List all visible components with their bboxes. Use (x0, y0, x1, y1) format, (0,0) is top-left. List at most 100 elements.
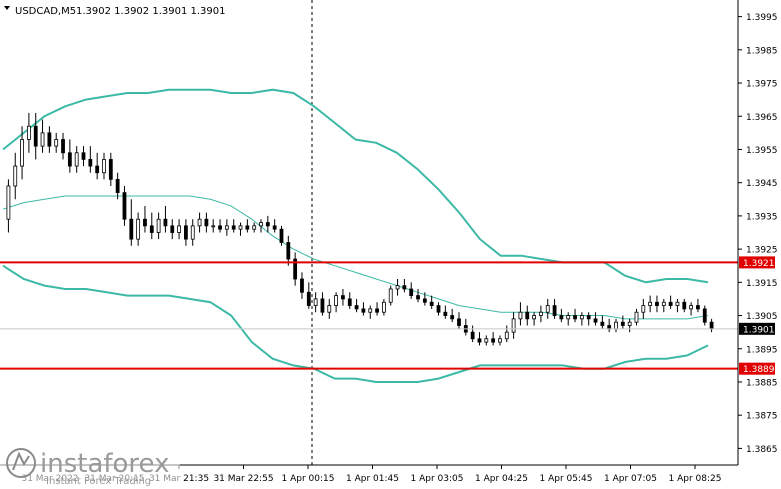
x-tick-label: 1 Apr 08:25 (669, 474, 722, 484)
candle (286, 235, 291, 266)
candle (26, 112, 31, 153)
candle (395, 279, 400, 296)
x-tick-label: 1 Apr 01:45 (346, 474, 399, 484)
candle (306, 282, 311, 309)
bollinger-middle-line (2, 195, 709, 320)
candle (67, 139, 72, 173)
candle (614, 318, 618, 333)
candle (88, 146, 93, 173)
candlesticks (6, 112, 714, 346)
y-tick-label: 1.3965 (746, 113, 778, 123)
candle (20, 126, 24, 180)
candle (320, 292, 325, 316)
candle (95, 152, 100, 180)
candle (607, 318, 612, 333)
candle (600, 315, 605, 329)
candle (443, 305, 448, 319)
candle (231, 219, 236, 233)
candle (61, 132, 65, 160)
candle (388, 285, 393, 306)
current-price-badge (739, 322, 775, 335)
candle (648, 295, 653, 313)
y-tick-label: 1.3905 (746, 312, 778, 322)
candle (518, 302, 523, 326)
candle (115, 172, 120, 200)
candle (327, 298, 332, 319)
dropdown-triangle-icon (4, 6, 10, 10)
candle (341, 288, 345, 306)
candle (190, 219, 195, 246)
level-price-label: 1.3889 (743, 365, 775, 375)
candle (143, 205, 147, 233)
level-price-badge (739, 256, 775, 269)
candle (552, 298, 557, 319)
candle (211, 219, 216, 233)
y-tick-label: 1.3895 (746, 345, 778, 355)
candle (354, 298, 359, 313)
candle (368, 305, 373, 319)
candle (129, 199, 134, 246)
candle (463, 318, 468, 336)
candle (702, 305, 707, 326)
candle (429, 295, 434, 309)
candle (696, 298, 700, 313)
candle (238, 222, 243, 236)
level-price-badge (739, 362, 775, 375)
level-price-label: 1.3921 (743, 259, 775, 269)
candle (122, 186, 127, 226)
candle (593, 312, 598, 326)
candle (532, 312, 536, 326)
candle (170, 219, 175, 240)
candle (375, 302, 379, 316)
y-tick-label: 1.3945 (746, 179, 778, 189)
x-tick-label: 1 Apr 03:05 (411, 474, 464, 484)
candle (177, 219, 181, 240)
x-tick-label: 1 Apr 07:05 (604, 474, 657, 484)
candle (108, 152, 113, 186)
candle (422, 292, 427, 306)
x-tick-label: 1 Apr 05:45 (540, 474, 593, 484)
candle (136, 212, 141, 246)
candle (74, 146, 79, 173)
candle (300, 272, 304, 299)
candle (457, 312, 461, 329)
symbol-label: USDCAD,M5 (15, 6, 76, 17)
candle (491, 332, 496, 346)
candle (511, 312, 516, 339)
y-tick-label: 1.3975 (746, 80, 778, 90)
candle (156, 212, 161, 240)
candle (470, 325, 475, 343)
candle (539, 305, 543, 323)
candle (13, 152, 18, 200)
candle (81, 146, 86, 167)
support-resistance-levels: 1.3921 1.3889 1.3901 (0, 256, 775, 375)
candle (54, 132, 59, 153)
candle (668, 295, 673, 309)
y-tick-label: 1.3915 (746, 279, 778, 289)
candle (436, 302, 441, 316)
x-tick-label: 1 Apr 00:15 (282, 474, 335, 484)
candle (627, 318, 632, 333)
candle (218, 219, 222, 233)
candle (402, 279, 407, 293)
candle (184, 219, 188, 246)
candle (661, 298, 666, 313)
candle (409, 282, 414, 299)
candle (641, 298, 646, 319)
bollinger-upper-line (2, 88, 709, 284)
candle (204, 212, 209, 233)
y-tick-label: 1.3995 (746, 13, 778, 23)
candle (477, 332, 482, 346)
candle (224, 219, 229, 236)
candle (381, 298, 386, 316)
y-tick-label: 1.3875 (746, 412, 778, 422)
x-tick-label: 1 Apr 04:25 (475, 474, 528, 484)
current-price-label: 1.3901 (743, 325, 775, 335)
candle (689, 302, 694, 316)
candle (620, 315, 625, 329)
brand-name: instaforex (40, 449, 169, 479)
candle (163, 205, 168, 233)
candle (252, 222, 257, 233)
candle (504, 325, 509, 343)
